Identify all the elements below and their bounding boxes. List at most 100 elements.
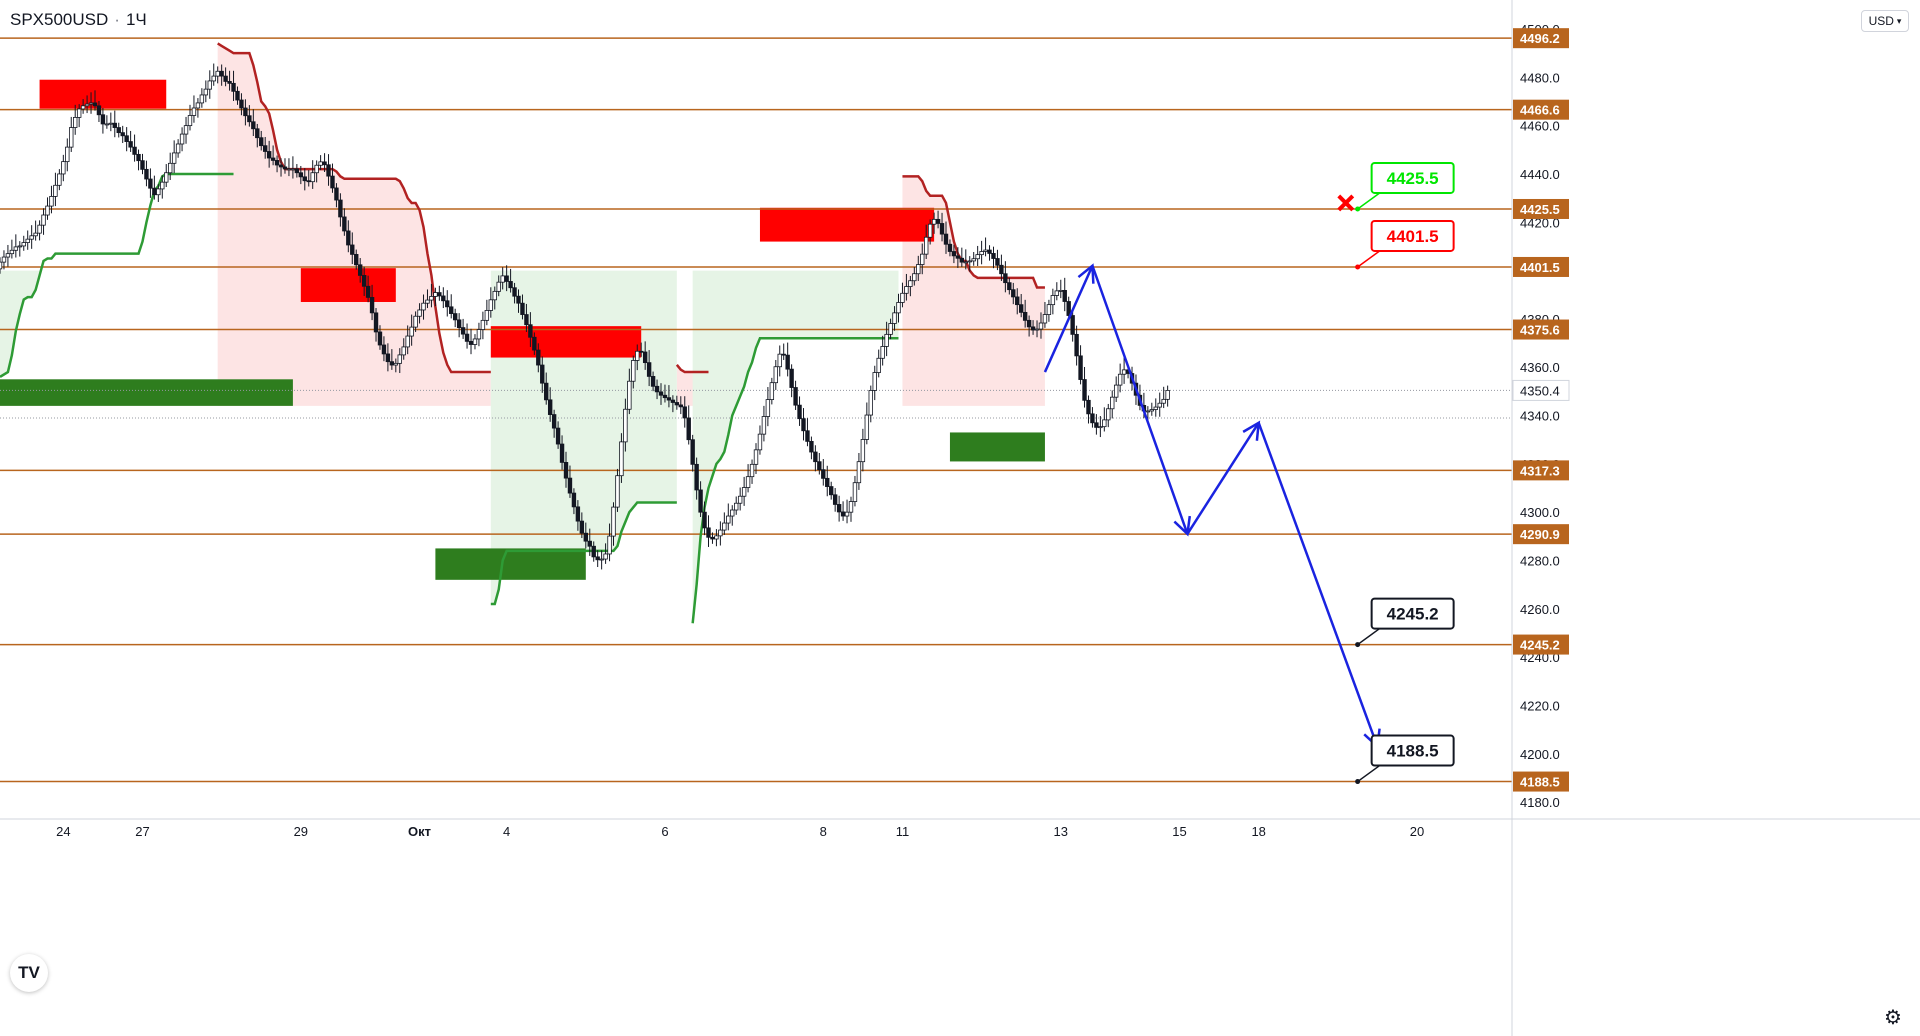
candle-body: [682, 406, 687, 419]
candle-body: [888, 323, 893, 335]
candle-body: [25, 238, 30, 243]
time-axis[interactable]: 24 27 29 Окт 4 6 8 11 13 15 18 20: [0, 818, 1920, 839]
candle-body: [314, 164, 319, 174]
candle-body: [650, 376, 656, 387]
candle-body: [508, 281, 513, 289]
candle-body: [749, 463, 755, 478]
last-price-tag: [1512, 379, 1570, 401]
candle-body: [757, 433, 763, 451]
candle-body: [761, 416, 767, 435]
candle-body: [1026, 319, 1032, 328]
lower-band-line: [490, 501, 677, 606]
horizontal-levels[interactable]: [0, 37, 1512, 783]
candle-body: [164, 172, 169, 183]
level-price-label: 4290.9: [1520, 527, 1560, 542]
candle-body: [931, 218, 937, 225]
candle-body: [1003, 273, 1008, 284]
candle-body: [84, 103, 90, 107]
candle-body: [611, 506, 616, 537]
candle-body: [860, 439, 866, 463]
callout-label: 4245.2: [1387, 605, 1439, 624]
candle-body: [646, 362, 652, 377]
candle-body: [524, 314, 529, 326]
candle-body: [239, 99, 244, 109]
candle-body: [844, 511, 850, 517]
upper-band-line: [217, 42, 491, 374]
candle-body: [1157, 402, 1162, 408]
candle-body: [1066, 301, 1071, 316]
candle-body: [698, 489, 703, 513]
price-axis[interactable]: 4180.04200.04220.04240.04260.04280.04300…: [1511, 0, 1570, 1036]
candle-body: [183, 125, 189, 135]
candle-body: [302, 176, 307, 182]
candle-body: [235, 90, 240, 101]
candle-body: [575, 506, 581, 522]
forecast-segment: [1043, 265, 1094, 373]
candle-body: [377, 331, 383, 346]
annotations[interactable]: 4425.5 4401.5 4245.2 4188.5: [1337, 161, 1455, 785]
candle-body: [690, 439, 695, 465]
price-tick-label: 4360.0: [1520, 360, 1560, 375]
candle-body: [9, 249, 15, 255]
callout-pointer: [1357, 627, 1381, 646]
forecast-path[interactable]: [1043, 263, 1381, 750]
candle-body: [1094, 422, 1099, 428]
candle-body: [116, 127, 121, 134]
candle-body: [730, 509, 735, 517]
candle-body: [971, 258, 976, 262]
candle-body: [745, 476, 751, 488]
candle-body: [1015, 296, 1020, 306]
time-tick-label: 20: [1410, 824, 1424, 839]
currency-select[interactable]: USD ▾: [1861, 10, 1909, 32]
candle-body: [999, 264, 1004, 275]
candle-body: [92, 102, 98, 107]
candle-body: [468, 340, 474, 345]
candle-body: [274, 160, 280, 166]
callout-anchor: [1355, 779, 1361, 785]
candle-body: [1034, 328, 1040, 331]
candle-body: [231, 82, 236, 92]
level-price-label: 4401.5: [1520, 260, 1560, 275]
candle-body: [995, 258, 1000, 266]
candle-body: [381, 344, 387, 355]
tradingview-logo[interactable]: TV: [10, 954, 48, 992]
candle-body: [57, 173, 62, 186]
support-zone: [949, 432, 1045, 462]
candle-body: [278, 164, 284, 168]
candle-body: [908, 280, 913, 287]
candle-body: [203, 88, 209, 96]
price-tick-label: 4280.0: [1520, 553, 1560, 568]
candle-body: [1102, 419, 1107, 428]
candle-body: [1078, 355, 1083, 380]
x-marker-icon: [1337, 194, 1355, 212]
candle-body: [37, 224, 42, 234]
candle-body: [943, 233, 949, 245]
lower-band-fill: [692, 270, 899, 624]
gear-icon[interactable]: ⚙: [1884, 1006, 1902, 1029]
candle-body: [29, 235, 34, 240]
candle-body: [187, 115, 193, 127]
level-price-label: 4245.2: [1520, 638, 1560, 653]
candle-body: [813, 451, 818, 463]
candle-body: [171, 152, 177, 164]
candle-body: [227, 81, 232, 84]
time-tick-label: 8: [820, 824, 827, 839]
candle-body: [769, 382, 775, 400]
candle-body: [951, 251, 957, 257]
candle-body: [140, 160, 145, 170]
candle-body: [350, 244, 355, 255]
symbol-title[interactable]: SPX500USD · 1Ч: [10, 10, 147, 30]
candle-body: [53, 184, 58, 197]
candle-body: [832, 494, 838, 505]
candle-body: [1058, 289, 1063, 292]
candle-body: [947, 243, 953, 252]
candle-body: [338, 199, 343, 218]
candle-body: [765, 399, 771, 417]
callout-pointer: [1357, 764, 1381, 783]
candle-body: [583, 532, 589, 542]
candle-body: [793, 387, 798, 406]
candle-body: [13, 246, 19, 251]
level-price-tag: [1513, 99, 1569, 120]
candle-body: [389, 361, 395, 366]
